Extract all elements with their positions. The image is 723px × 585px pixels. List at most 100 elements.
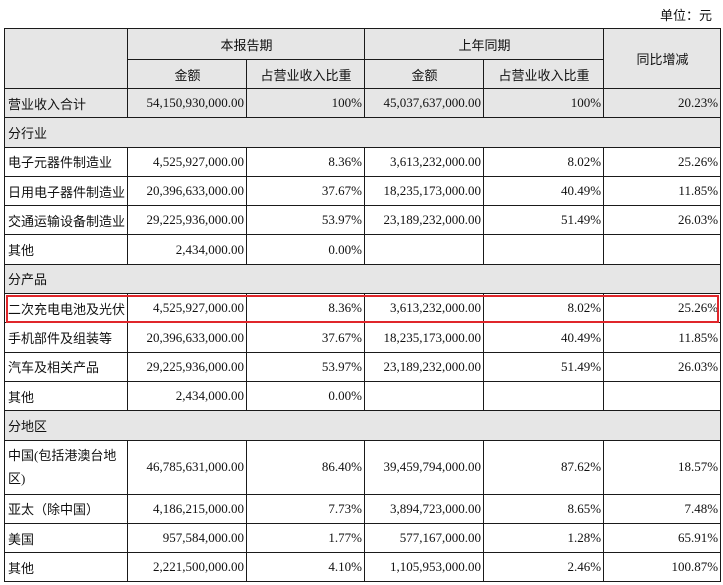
section-header-region: 分地区 [3, 410, 722, 441]
prior-share: 51.49% [483, 351, 605, 382]
yoy-change: 26.03% [603, 351, 722, 382]
table-row: 其他 2,221,500,000.00 4.10% 1,105,953,000.… [4, 552, 722, 583]
empty-cell [603, 234, 722, 265]
row-label: 电子元器件制造业 [4, 146, 128, 177]
empty-cell [483, 380, 605, 412]
yoy-change: 11.85% [603, 322, 722, 353]
prior-share: 87.62% [483, 439, 605, 495]
row-label: 日用电子器件制造业 [4, 175, 128, 207]
prior-amount: 39,459,794,000.00 [364, 439, 485, 495]
header-current-amount: 金额 [127, 59, 247, 89]
prior-share: 40.49% [483, 322, 605, 353]
yoy-change: 7.48% [603, 493, 722, 524]
empty-cell [483, 234, 605, 265]
prior-amount: 18,235,173,000.00 [364, 322, 485, 353]
prior-amount: 577,167,000.00 [364, 522, 485, 554]
prior-share: 8.02% [483, 293, 605, 324]
table-row: 美国 957,584,000.00 1.77% 577,167,000.00 1… [4, 522, 722, 554]
current-share: 1.77% [245, 522, 366, 554]
table-row: 汽车及相关产品 29,225,936,000.00 53.97% 23,189,… [4, 351, 722, 382]
current-share: 53.97% [245, 351, 366, 382]
header-row-2: 金额 占营业收入比重 金额 占营业收入比重 [5, 59, 721, 89]
yoy-change: 25.26% [603, 146, 722, 177]
row-label: 交通运输设备制造业 [4, 205, 128, 236]
current-share: 100% [245, 87, 366, 119]
prior-share: 8.65% [483, 493, 605, 524]
current-share: 53.97% [245, 205, 366, 236]
current-share: 0.00% [245, 234, 366, 265]
current-amount: 54,150,930,000.00 [127, 87, 247, 119]
current-amount: 2,434,000.00 [127, 234, 247, 265]
current-amount: 4,525,927,000.00 [127, 293, 247, 324]
table-row: 中国(包括港澳台地区) 46,785,631,000.00 86.40% 39,… [4, 439, 722, 495]
yoy-change: 25.26% [603, 293, 722, 324]
current-share: 86.40% [245, 439, 366, 495]
table-row: 手机部件及组装等 20,396,633,000.00 37.67% 18,235… [4, 322, 722, 353]
prior-share: 8.02% [483, 146, 605, 177]
yoy-change: 65.91% [603, 522, 722, 554]
row-label: 二次充电电池及光伏 [4, 293, 128, 324]
prior-amount: 3,613,232,000.00 [364, 146, 485, 177]
yoy-change: 100.87% [603, 552, 722, 583]
unit-label: 单位：元 [659, 8, 712, 23]
prior-share: 51.49% [483, 205, 605, 236]
yoy-change: 26.03% [603, 205, 722, 236]
empty-cell [364, 380, 485, 412]
table-row: 其他 2,434,000.00 0.00% [4, 380, 722, 412]
current-amount: 29,225,936,000.00 [127, 351, 247, 382]
prior-amount: 23,189,232,000.00 [364, 205, 485, 236]
header-current-share: 占营业收入比重 [245, 59, 366, 89]
prior-amount: 45,037,637,000.00 [364, 87, 485, 119]
section-title: 分产品 [3, 263, 722, 295]
prior-share: 2.46% [483, 552, 605, 583]
total-row: 营业收入合计 54,150,930,000.00 100% 45,037,637… [4, 87, 722, 119]
current-amount: 2,434,000.00 [127, 380, 247, 412]
row-label: 汽车及相关产品 [4, 351, 128, 382]
row-label: 中国(包括港澳台地区) [4, 439, 128, 495]
table-row: 交通运输设备制造业 29,225,936,000.00 53.97% 23,18… [4, 205, 722, 236]
prior-amount: 3,613,232,000.00 [364, 293, 485, 324]
row-label: 美国 [4, 522, 128, 554]
prior-share: 1.28% [483, 522, 605, 554]
section-title: 分地区 [3, 410, 722, 441]
header-prior-period: 上年同期 [364, 28, 605, 60]
current-amount: 957,584,000.00 [127, 522, 247, 554]
header-current-period: 本报告期 [126, 28, 366, 60]
yoy-change: 11.85% [603, 175, 722, 207]
yoy-change: 20.23% [603, 87, 722, 119]
current-share: 8.36% [245, 146, 366, 177]
row-label: 其他 [4, 552, 128, 583]
prior-amount: 18,235,173,000.00 [364, 175, 485, 207]
row-label: 营业收入合计 [4, 87, 128, 119]
empty-cell [364, 234, 485, 265]
prior-amount: 23,189,232,000.00 [364, 351, 485, 382]
current-amount: 20,396,633,000.00 [127, 322, 247, 353]
table-row: 二次充电电池及光伏 4,525,927,000.00 8.36% 3,613,2… [4, 293, 722, 324]
prior-share: 40.49% [483, 175, 605, 207]
prior-amount: 3,894,723,000.00 [364, 493, 485, 524]
current-amount: 4,525,927,000.00 [127, 146, 247, 177]
table-row: 其他 2,434,000.00 0.00% [4, 234, 722, 265]
current-share: 37.67% [245, 175, 366, 207]
current-share: 8.36% [245, 293, 366, 324]
section-title: 分行业 [3, 117, 722, 148]
section-header-product: 分产品 [3, 263, 722, 295]
current-amount: 20,396,633,000.00 [127, 175, 247, 207]
current-amount: 4,186,215,000.00 [127, 493, 247, 524]
table-row: 日用电子器件制造业 20,396,633,000.00 37.67% 18,23… [4, 175, 722, 207]
yoy-change: 18.57% [603, 439, 722, 495]
header-corner [4, 28, 128, 89]
revenue-table: 本报告期 上年同期 同比增减 金额 占营业收入比重 金额 占营业收入比重 营业收… [3, 28, 722, 583]
prior-share: 100% [483, 87, 605, 119]
row-label: 手机部件及组装等 [4, 322, 128, 353]
current-share: 4.10% [245, 552, 366, 583]
header-prior-amount: 金额 [364, 59, 485, 89]
header-row-1: 本报告期 上年同期 同比增减 [4, 28, 722, 89]
table-row: 亚太（除中国） 4,186,215,000.00 7.73% 3,894,723… [4, 493, 722, 524]
current-share: 0.00% [245, 380, 366, 412]
row-label: 其他 [4, 380, 128, 412]
row-label: 其他 [4, 234, 128, 265]
current-amount: 29,225,936,000.00 [127, 205, 247, 236]
empty-cell [603, 380, 722, 412]
section-header-industry: 分行业 [3, 117, 722, 148]
